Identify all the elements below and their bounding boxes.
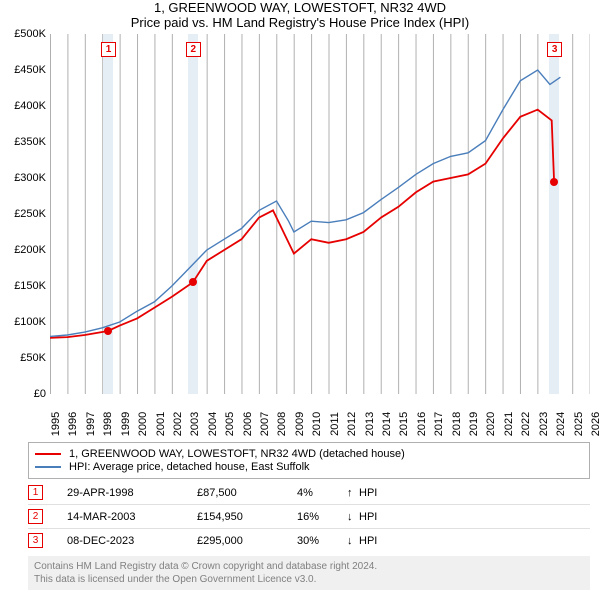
y-tick: £50K [2,352,46,364]
event-date: 08-DEC-2023 [67,535,197,547]
event-suffix: HPI [359,535,377,547]
event-marker-box: 1 [101,42,116,57]
x-tick: 2008 [276,412,288,436]
chart-title: 1, GREENWOOD WAY, LOWESTOFT, NR32 4WD [0,0,600,15]
legend-row: HPI: Average price, detached house, East… [35,461,583,473]
y-tick: £0 [2,388,46,400]
y-tick: £300K [2,172,46,184]
event-dot [550,178,558,186]
x-tick: 2005 [224,412,236,436]
event-row: 2 14-MAR-2003£154,95016%↓HPI [28,509,590,529]
event-suffix: HPI [359,487,377,499]
x-tick: 1995 [50,412,62,436]
x-tick: 2019 [468,412,480,436]
event-suffix: HPI [359,511,377,523]
event-row: 1 29-APR-1998£87,5004%↑HPI [28,485,590,505]
event-arrow-icon: ↑ [347,487,359,499]
series-red [50,110,554,338]
chart-container: 1, GREENWOOD WAY, LOWESTOFT, NR32 4WD Pr… [0,0,600,590]
x-tick: 2010 [311,412,323,436]
x-tick: 2016 [416,412,428,436]
event-date: 14-MAR-2003 [67,511,197,523]
y-tick: £150K [2,280,46,292]
x-tick: 2004 [207,412,219,436]
x-axis-labels: 1995 1996 1997 1998 1999 2000 2001 2002 2003 2004… [50,394,590,434]
x-tick: 2017 [433,412,445,436]
x-tick: 1996 [67,412,79,436]
line-series-svg [50,34,590,394]
chart-subtitle: Price paid vs. HM Land Registry's House … [0,15,600,30]
event-marker-box: 3 [547,42,562,57]
x-tick: 2007 [259,412,271,436]
legend-box: 1, GREENWOOD WAY, LOWESTOFT, NR32 4WD (d… [28,442,590,479]
x-tick: 2002 [172,412,184,436]
event-arrow-icon: ↓ [347,535,359,547]
chart-plot-area: £0£50K£100K£150K£200K£250K£300K£350K£400… [50,34,590,394]
event-row: 3 08-DEC-2023£295,00030%↓HPI [28,533,590,552]
x-tick: 2009 [294,412,306,436]
event-dot [189,278,197,286]
x-tick: 2012 [346,412,358,436]
x-tick: 2022 [520,412,532,436]
y-tick: £400K [2,100,46,112]
event-pct: 4% [297,487,347,499]
event-arrow-icon: ↓ [347,511,359,523]
event-price: £295,000 [197,535,297,547]
legend-swatch [35,453,61,455]
event-marker-box: 2 [186,42,201,57]
y-tick: £100K [2,316,46,328]
x-tick: 2023 [538,412,550,436]
event-num-box: 3 [28,533,43,548]
x-tick: 1999 [120,412,132,436]
y-tick: £200K [2,244,46,256]
event-price: £154,950 [197,511,297,523]
x-tick: 2018 [451,412,463,436]
x-tick: 2020 [485,412,497,436]
legend-label: 1, GREENWOOD WAY, LOWESTOFT, NR32 4WD (d… [69,448,405,460]
x-tick: 2003 [189,412,201,436]
event-num-box: 2 [28,509,43,524]
x-tick: 2025 [573,412,585,436]
event-date: 29-APR-1998 [67,487,197,499]
y-tick: £350K [2,136,46,148]
x-tick: 1997 [85,412,97,436]
legend-label: HPI: Average price, detached house, East… [69,461,310,473]
footer-attribution: Contains HM Land Registry data © Crown c… [28,556,590,590]
x-tick: 2011 [329,412,341,436]
y-tick: £250K [2,208,46,220]
x-tick: 2015 [398,412,410,436]
legend-row: 1, GREENWOOD WAY, LOWESTOFT, NR32 4WD (d… [35,448,583,460]
series-blue [50,70,560,336]
x-tick: 2014 [381,412,393,436]
x-tick: 2021 [503,412,515,436]
x-tick: 2013 [364,412,376,436]
footer-line1: Contains HM Land Registry data © Crown c… [34,560,584,573]
legend-swatch [35,466,61,468]
footer-line2: This data is licensed under the Open Gov… [34,573,584,586]
x-tick: 2001 [155,412,167,436]
event-table: 129-APR-1998£87,5004%↑HPI214-MAR-2003£15… [28,485,590,552]
event-dot [104,327,112,335]
x-tick: 2024 [555,412,567,436]
x-tick: 2026 [590,412,600,436]
event-num-box: 1 [28,485,43,500]
event-pct: 16% [297,511,347,523]
event-pct: 30% [297,535,347,547]
y-tick: £500K [2,28,46,40]
x-tick: 2006 [242,412,254,436]
event-price: £87,500 [197,487,297,499]
x-tick: 1998 [102,412,114,436]
y-tick: £450K [2,64,46,76]
x-tick: 2000 [137,412,149,436]
